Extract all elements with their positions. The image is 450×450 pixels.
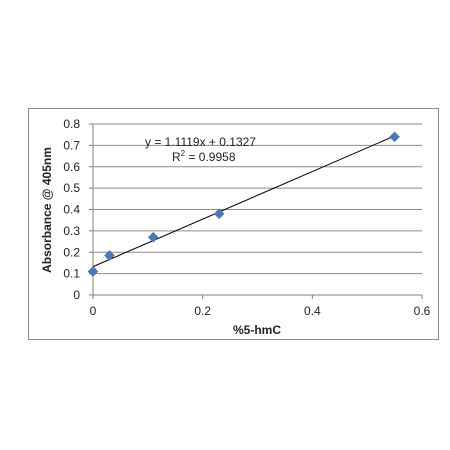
trendline <box>92 135 395 268</box>
y-tick-label: 0.6 <box>63 160 80 174</box>
y-axis-title: Absorbance @ 405nm <box>40 147 54 273</box>
y-tick-label: 0.5 <box>63 181 80 195</box>
data-point <box>213 208 225 220</box>
y-tick-label: 0.4 <box>63 203 80 217</box>
y-tick-label: 0.2 <box>63 245 80 259</box>
r-squared-label: R2 = 0.9958 <box>172 149 236 164</box>
x-tick-label: 0.6 <box>414 304 431 318</box>
trendline-equation: y = 1.1119x + 0.1327 <box>145 135 256 149</box>
y-tick-label: 0.3 <box>63 224 80 238</box>
data-points <box>87 131 400 277</box>
r-squared-value: = 0.9958 <box>185 150 236 164</box>
data-point <box>104 250 115 261</box>
data-point <box>147 231 159 243</box>
data-point <box>87 266 99 277</box>
x-tick-label: 0.4 <box>304 304 321 318</box>
x-tick-label: 0.2 <box>194 304 211 318</box>
y-tick-label: 0.1 <box>63 267 80 281</box>
gridlines <box>93 123 422 275</box>
y-tick-label: 0 <box>73 288 80 302</box>
trendline-group <box>92 135 395 268</box>
y-tick-label: 0.7 <box>63 138 80 152</box>
y-tick-labels: 0 0.1 0.2 0.3 0.4 0.5 0.6 0.7 0.8 <box>63 117 80 302</box>
r-squared-prefix: R <box>172 150 181 164</box>
y-tick-label: 0.8 <box>63 117 80 131</box>
data-point <box>389 131 400 143</box>
x-tick-label: 0 <box>90 304 97 318</box>
x-axis-title: %5-hmC <box>233 323 281 337</box>
axes <box>89 123 423 299</box>
r-squared-superscript: 2 <box>181 149 186 158</box>
x-tick-labels: 0 0.2 0.4 0.6 <box>90 304 431 318</box>
